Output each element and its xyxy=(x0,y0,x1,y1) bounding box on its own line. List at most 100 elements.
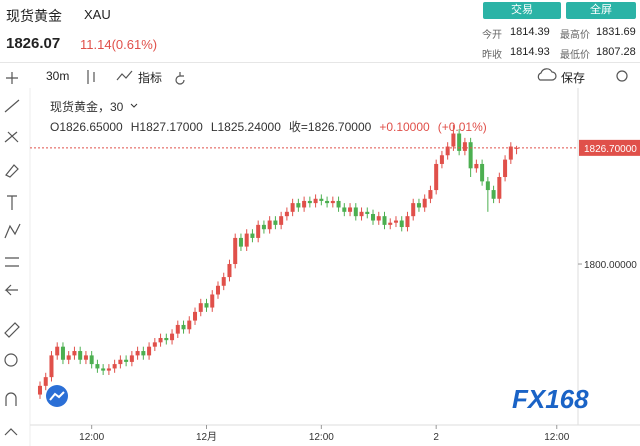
candle-body xyxy=(514,147,519,149)
candle-body xyxy=(411,203,416,217)
candle-body xyxy=(89,355,94,365)
x-tick-label: 12:00 xyxy=(544,432,569,443)
candle-body xyxy=(416,203,421,208)
ohlc-legend: +0.10000 xyxy=(379,120,430,134)
candle-body xyxy=(78,351,83,360)
candle-body xyxy=(250,233,255,238)
save-button[interactable]: 保存 xyxy=(561,71,586,85)
candle-body xyxy=(313,198,318,204)
candle-body xyxy=(238,237,243,247)
candle-body xyxy=(365,211,370,214)
tool-icons xyxy=(4,68,628,436)
candle-body xyxy=(353,207,358,217)
candle-body xyxy=(164,337,169,341)
interval-button[interactable]: 30m xyxy=(46,69,70,83)
candle-body xyxy=(152,342,157,347)
candle-body xyxy=(307,200,312,204)
candle-body xyxy=(95,364,100,369)
candle-body xyxy=(503,159,508,178)
candle-body xyxy=(233,237,238,265)
candle-body xyxy=(491,190,496,199)
candle-body xyxy=(393,220,398,223)
x-tick-label: 12月 xyxy=(196,431,217,443)
candle-body xyxy=(267,220,272,230)
candle-body xyxy=(106,368,111,371)
candle-body xyxy=(405,216,410,228)
stat-value: 1814.39 xyxy=(510,26,550,38)
candle-body xyxy=(72,351,77,356)
candle-body xyxy=(480,163,485,182)
candle-body xyxy=(422,198,427,208)
ohlc-legend: (+0.01%) xyxy=(438,120,487,134)
candle-body xyxy=(508,146,513,160)
candle-body xyxy=(244,233,249,247)
candle-body xyxy=(118,359,123,365)
candle-body xyxy=(198,303,203,312)
candle-body xyxy=(273,220,278,225)
candle-body xyxy=(221,277,226,286)
candle-body xyxy=(83,355,88,360)
candle-body xyxy=(382,216,387,225)
candle-body xyxy=(256,224,261,238)
candle-body xyxy=(497,177,502,199)
fullscreen-button[interactable]: 全屏 xyxy=(566,2,636,19)
stat-label: 昨收 xyxy=(482,50,502,61)
x-tick-label: 12:00 xyxy=(79,432,104,443)
candle-body xyxy=(101,368,106,371)
candle-body xyxy=(141,351,146,356)
candle-body xyxy=(348,207,353,212)
candle-body xyxy=(60,346,65,360)
candle-body xyxy=(445,146,450,156)
y-tick-label: 1800.00000 xyxy=(584,260,637,271)
price-label-box xyxy=(579,139,640,156)
candle-body xyxy=(261,224,266,230)
stat-value: 1814.93 xyxy=(510,46,550,58)
candle-body xyxy=(399,220,404,228)
candle-body xyxy=(55,346,60,356)
candle-body xyxy=(376,216,381,221)
indicators-button[interactable]: 指标 xyxy=(138,71,163,85)
candle-body xyxy=(468,142,473,169)
stat-label: 最低价 xyxy=(560,50,590,61)
candle-body xyxy=(434,163,439,191)
candle-body xyxy=(325,200,330,204)
candle-body xyxy=(124,359,129,362)
candle-body xyxy=(359,211,364,217)
candle-body xyxy=(210,294,215,308)
ohlc-legend: H1827.17000 xyxy=(131,120,203,134)
candle-body xyxy=(451,133,456,147)
instrument-symbol: XAU xyxy=(84,7,111,22)
candle-body xyxy=(485,181,490,191)
candle-body xyxy=(284,211,289,217)
x-tick-label: 12:00 xyxy=(309,432,334,443)
candle-body xyxy=(279,216,284,225)
watermark: FX168 xyxy=(512,384,589,414)
candle-body xyxy=(147,346,152,356)
candle-body xyxy=(181,324,186,330)
trade-button[interactable]: 交易 xyxy=(483,2,561,19)
ohlc-legend: 收=1826.70000 xyxy=(289,120,372,134)
candle-body xyxy=(439,155,444,164)
candle-body xyxy=(175,324,180,334)
candle-body xyxy=(371,213,376,221)
candle-body xyxy=(457,133,462,151)
candle-body xyxy=(193,311,198,321)
candle-body xyxy=(296,203,301,208)
stat-label: 最高价 xyxy=(560,30,590,41)
divider xyxy=(0,62,640,63)
candle-body xyxy=(187,320,192,330)
candle-body xyxy=(227,264,232,278)
candle-body xyxy=(474,163,479,169)
candle-body xyxy=(112,364,117,369)
ohlc-legend: L1825.24000 xyxy=(211,120,281,134)
candle-body xyxy=(204,303,209,308)
candle-body xyxy=(462,142,467,151)
candle-body xyxy=(129,355,134,362)
stat-label: 今开 xyxy=(482,30,502,41)
stat-value: 1807.28 xyxy=(596,46,636,58)
chart-title: 现货黄金，30 xyxy=(50,99,124,114)
candle-body xyxy=(302,200,307,208)
stat-value: 1831.69 xyxy=(596,26,636,38)
